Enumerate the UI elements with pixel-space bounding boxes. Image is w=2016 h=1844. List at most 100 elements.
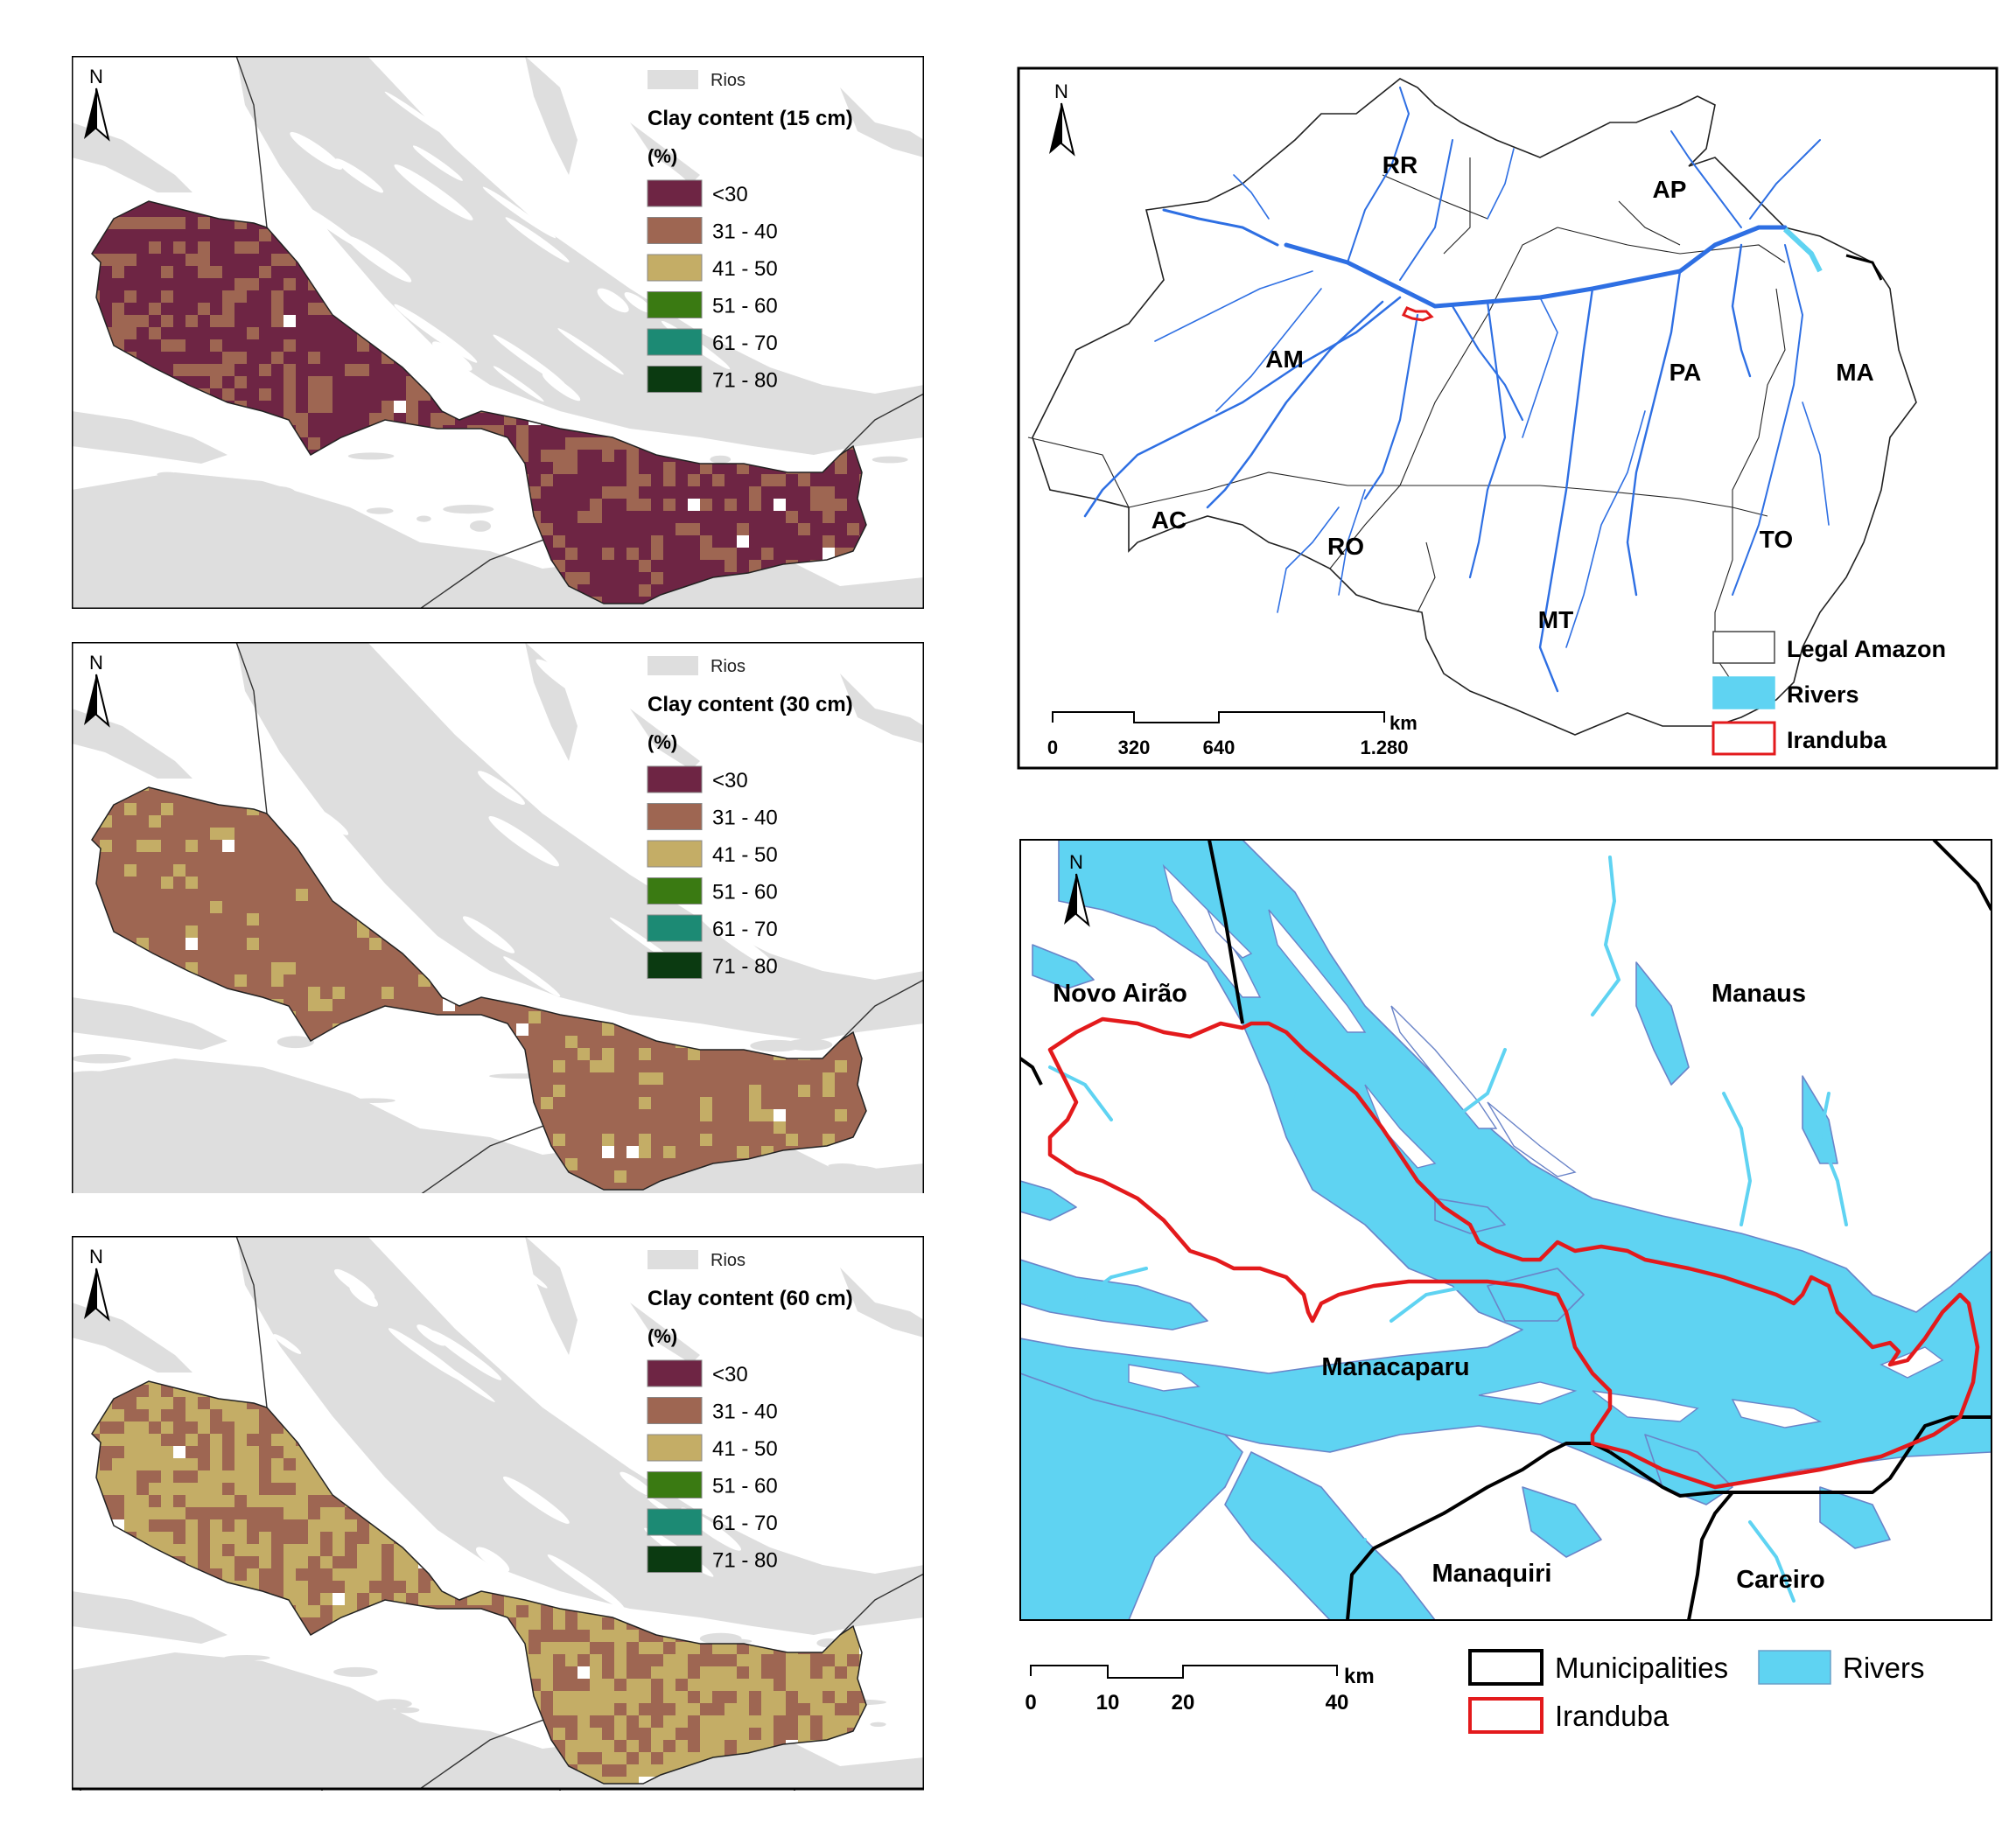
- tick-label-top: 61°0'0"W: [53, 617, 108, 632]
- river-island: [639, 1273, 717, 1328]
- clay-cell: [565, 437, 578, 450]
- main-river: [236, 642, 924, 1041]
- clay-cell: [602, 437, 614, 450]
- clay-cell: [602, 1654, 614, 1666]
- tick-label-left: 2°40'0"S: [41, 106, 56, 157]
- clay-cell: [810, 1728, 822, 1740]
- basin-outline: [91, 200, 867, 604]
- clay-cell: [308, 1568, 320, 1581]
- panel-content: N Rios Clay content (60 cm) (%) <30 31 - 40 41…: [72, 1236, 924, 1817]
- clay-cell: [222, 388, 234, 401]
- clay-cell: [198, 266, 210, 278]
- clay-cell: [234, 1568, 247, 1581]
- clay-cell: [271, 1483, 284, 1495]
- clay-cell: [247, 1556, 259, 1568]
- floodplain-lake: [73, 1773, 116, 1778]
- clay-cell: [369, 938, 382, 950]
- clay-cell: [198, 1397, 210, 1409]
- clay-cell: [234, 1495, 247, 1507]
- clay-cell: [198, 303, 210, 315]
- municipality-borders: [1020, 840, 1992, 1620]
- clay-cell: [136, 840, 149, 852]
- clay-cell: [222, 1483, 234, 1495]
- clay-cell: [112, 1507, 124, 1519]
- clay-cell: [173, 1519, 186, 1532]
- clay-cell: [859, 1789, 872, 1801]
- river-island: [430, 1330, 502, 1380]
- clay-cell: [418, 1581, 430, 1593]
- clay-cell: [541, 1097, 553, 1109]
- tick-label-bottom: 60°40'0"W: [291, 1802, 354, 1817]
- floodplain-lake: [281, 558, 312, 569]
- floodplain-lake: [431, 1156, 483, 1160]
- tick-label-left: 3°20'0"S: [41, 1142, 56, 1192]
- clay-cell: [590, 1715, 602, 1728]
- river-island: [597, 288, 629, 313]
- legend-swatch: [1712, 631, 1775, 664]
- clay-cell: [357, 364, 369, 376]
- clay-cell: [234, 278, 247, 290]
- clay-cell: [112, 1421, 124, 1434]
- north-arrow-right: [95, 87, 110, 142]
- clay-cell: [357, 1789, 369, 1801]
- river-island: [303, 802, 349, 835]
- clay-cell: [578, 1679, 590, 1691]
- clay-cell: [259, 1568, 271, 1581]
- clay-cell: [100, 1458, 112, 1470]
- floodplain-lake: [175, 1766, 199, 1778]
- legend-label-iranduba: Iranduba: [1555, 1700, 1670, 1732]
- clay-cell: [210, 315, 222, 327]
- clay-cell: [676, 1789, 688, 1801]
- floodplain-lake: [672, 1178, 736, 1188]
- clay-cell: [271, 962, 284, 974]
- clay-cell: [308, 401, 320, 413]
- clay-cell: [565, 1036, 578, 1048]
- clay-cell: [112, 266, 124, 278]
- clay-cell: [210, 364, 222, 376]
- clay-cell: [222, 1544, 234, 1556]
- clay-cell: [259, 1421, 271, 1434]
- clay-cell: [761, 548, 774, 560]
- clay-cell: [749, 486, 761, 499]
- clay-cell: [345, 1544, 357, 1556]
- clay-cell: [382, 1544, 394, 1556]
- north-arrow-right: [1075, 873, 1090, 927]
- north-label: N: [89, 66, 103, 87]
- rios-swatch: [648, 1250, 698, 1269]
- clay-cell: [222, 315, 234, 327]
- clay-cell: [259, 388, 271, 401]
- clay-cell: [786, 1715, 798, 1728]
- clay-cell: [186, 254, 198, 266]
- clay-cell: [332, 1556, 345, 1568]
- clay-cell: [430, 413, 443, 425]
- river-island: [416, 1324, 446, 1346]
- nodata-cell: [774, 1109, 786, 1121]
- clay-cell: [761, 1109, 774, 1121]
- river-island: [542, 373, 581, 402]
- legend-label: 71 - 80: [712, 955, 778, 979]
- clay-cell: [626, 486, 639, 499]
- river-island: [412, 145, 463, 181]
- northeast-channel: [840, 1268, 924, 1338]
- legend-swatch: [647, 765, 703, 793]
- clay-cell: [602, 1134, 614, 1146]
- clay-cell: [688, 1728, 700, 1740]
- clay-cell: [320, 1544, 332, 1556]
- clay-cell: [271, 254, 284, 266]
- clay-cell: [259, 364, 271, 376]
- floodplain-lake: [585, 1779, 601, 1786]
- northwest-river: [72, 122, 192, 192]
- river-island: [423, 1352, 495, 1402]
- clay-cell: [210, 828, 222, 840]
- clay-cell: [651, 1703, 663, 1715]
- tick-label-right: 2°40'0"S: [942, 106, 956, 157]
- river-island: [508, 1319, 537, 1341]
- river-island: [453, 668, 516, 712]
- clay-cell: [737, 609, 749, 621]
- nodata-cell: [394, 401, 406, 413]
- clay-cell: [822, 1691, 835, 1703]
- clay-cell: [835, 1109, 847, 1121]
- clay-cell: [112, 1397, 124, 1409]
- clay-cell: [247, 1519, 259, 1532]
- clay-cell: [394, 1195, 406, 1207]
